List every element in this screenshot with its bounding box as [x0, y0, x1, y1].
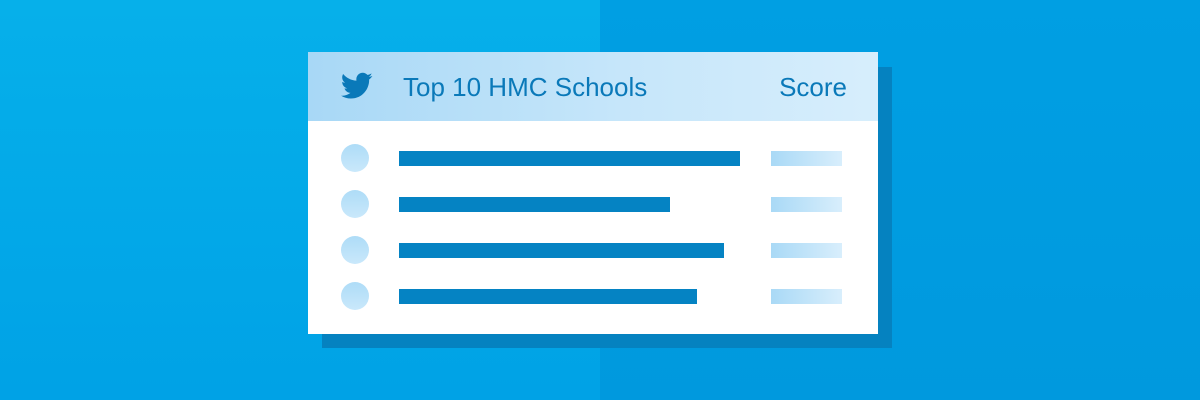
- twitter-bird-icon: [341, 72, 373, 100]
- list-item: [308, 280, 878, 310]
- score-bar: [771, 197, 842, 212]
- list-item: [308, 188, 878, 218]
- list-item: [308, 234, 878, 264]
- rank-dot: [341, 236, 369, 264]
- rank-dot: [341, 282, 369, 310]
- rank-dot: [341, 144, 369, 172]
- card-title: Top 10 HMC Schools: [403, 72, 648, 102]
- score-column-header: Score: [779, 72, 847, 102]
- score-bar: [771, 243, 842, 258]
- name-bar: [399, 289, 697, 304]
- score-bar: [771, 289, 842, 304]
- rank-dot: [341, 190, 369, 218]
- name-bar: [399, 243, 724, 258]
- name-bar: [399, 197, 670, 212]
- score-bar: [771, 151, 842, 166]
- list-item: [308, 142, 878, 172]
- name-bar: [399, 151, 740, 166]
- card-header: Top 10 HMC Schools Score: [308, 52, 878, 121]
- leaderboard-card: Top 10 HMC Schools Score: [308, 52, 878, 334]
